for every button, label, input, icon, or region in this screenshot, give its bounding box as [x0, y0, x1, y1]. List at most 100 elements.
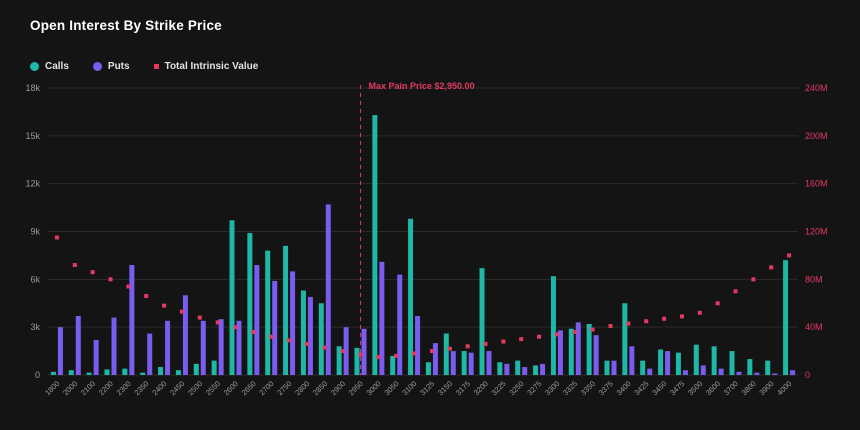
calls-bar — [158, 367, 164, 375]
x-axis-tick: 2500 — [186, 379, 204, 397]
x-axis-tick: 2750 — [275, 379, 293, 397]
intrinsic-dot — [751, 277, 756, 282]
calls-bar — [122, 368, 128, 375]
puts-bar — [415, 316, 421, 375]
legend-item-intrinsic[interactable]: Total Intrinsic Value — [153, 61, 258, 72]
puts-bar — [361, 328, 367, 375]
calls-bar — [336, 346, 342, 375]
puts-bar — [629, 346, 635, 375]
x-axis-tick: 2400 — [150, 379, 168, 397]
intrinsic-dot — [72, 262, 77, 267]
legend-item-calls[interactable]: Calls — [30, 61, 69, 72]
x-axis-tick: 3800 — [740, 379, 758, 397]
x-axis-tick: 2350 — [132, 379, 150, 397]
calls-bar — [104, 369, 110, 375]
legend-item-puts[interactable]: Puts — [92, 61, 130, 72]
calls-bar — [175, 370, 181, 375]
intrinsic-dot — [179, 309, 184, 314]
puts-bar — [647, 368, 653, 375]
intrinsic-dot — [144, 294, 149, 299]
intrinsic-dot — [465, 344, 470, 349]
x-axis-tick: 3250 — [507, 379, 525, 397]
intrinsic-dot — [90, 270, 95, 275]
calls-bar — [318, 303, 324, 375]
calls-bar — [640, 360, 646, 375]
puts-bar — [700, 365, 706, 375]
x-axis-tick: 3900 — [757, 379, 775, 397]
x-axis-tick: 2800 — [293, 379, 311, 397]
intrinsic-dot — [715, 301, 720, 306]
puts-bar — [522, 367, 528, 375]
x-axis-tick: 3375 — [597, 379, 615, 397]
calls-bar — [265, 250, 271, 375]
intrinsic-dot — [251, 329, 256, 334]
left-axis-tick: 3k — [30, 322, 40, 332]
calls-bar — [497, 362, 503, 375]
legend-label-puts: Puts — [107, 61, 130, 72]
calls-bar — [533, 365, 539, 375]
intrinsic-dot — [54, 235, 59, 240]
calls-bar — [68, 370, 74, 375]
calls-bar — [408, 218, 414, 375]
x-axis-tick: 3225 — [490, 379, 508, 397]
x-axis-tick: 3425 — [632, 379, 650, 397]
intrinsic-dot — [197, 315, 202, 320]
puts-bar — [593, 335, 599, 375]
intrinsic-dot — [644, 319, 649, 324]
calls-bar — [354, 347, 360, 375]
calls-bar — [193, 363, 199, 375]
intrinsic-dot — [537, 334, 542, 339]
puts-bar — [682, 370, 688, 375]
intrinsic-dot — [394, 353, 399, 358]
intrinsic-dot — [787, 253, 792, 258]
x-axis-tick: 3500 — [686, 379, 704, 397]
intrinsic-dot — [590, 327, 595, 332]
puts-bar — [540, 363, 546, 375]
intrinsic-dot — [626, 321, 631, 326]
right-axis-tick: 240M — [805, 83, 828, 93]
intrinsic-dot — [322, 345, 327, 350]
x-axis-tick: 3100 — [400, 379, 418, 397]
x-axis-tick: 2600 — [222, 379, 240, 397]
puts-bar — [325, 204, 331, 375]
right-axis-tick: 160M — [805, 179, 828, 189]
intrinsic-dot — [126, 284, 131, 289]
legend-label-calls: Calls — [45, 61, 69, 72]
x-axis-tick: 2900 — [329, 379, 347, 397]
calls-bar — [229, 220, 235, 375]
x-axis-tick: 2450 — [168, 379, 186, 397]
puts-bar — [665, 351, 671, 375]
x-axis-tick: 2850 — [311, 379, 329, 397]
intrinsic-dot — [662, 316, 667, 321]
puts-bar — [57, 327, 63, 375]
right-axis-tick: 120M — [805, 227, 828, 237]
calls-bar — [390, 355, 396, 375]
puts-bar — [611, 360, 617, 375]
x-axis-tick: 3400 — [615, 379, 633, 397]
calls-bar — [604, 360, 610, 375]
calls-bar — [675, 352, 681, 375]
intrinsic-dot — [215, 320, 220, 325]
puts-bar — [575, 322, 581, 375]
x-axis-tick: 3275 — [525, 379, 543, 397]
calls-bar — [586, 323, 592, 375]
left-axis-tick: 6k — [30, 274, 40, 284]
puts-bar — [379, 261, 385, 375]
x-axis-tick: 3200 — [472, 379, 490, 397]
intrinsic-dot — [429, 349, 434, 354]
calls-bar — [783, 260, 789, 375]
intrinsic-dot — [269, 334, 274, 339]
x-axis-tick: 3300 — [543, 379, 561, 397]
x-axis-tick: 2650 — [240, 379, 258, 397]
x-axis-tick: 3050 — [382, 379, 400, 397]
calls-bar — [461, 351, 467, 375]
x-axis-tick: 3350 — [579, 379, 597, 397]
puts-bar — [450, 351, 456, 375]
right-axis-tick: 40M — [805, 322, 823, 332]
x-axis-tick: 3325 — [561, 379, 579, 397]
calls-bar — [140, 372, 146, 375]
intrinsic-dot — [483, 341, 488, 346]
puts-bar — [557, 330, 563, 375]
intrinsic-dot — [447, 346, 452, 351]
